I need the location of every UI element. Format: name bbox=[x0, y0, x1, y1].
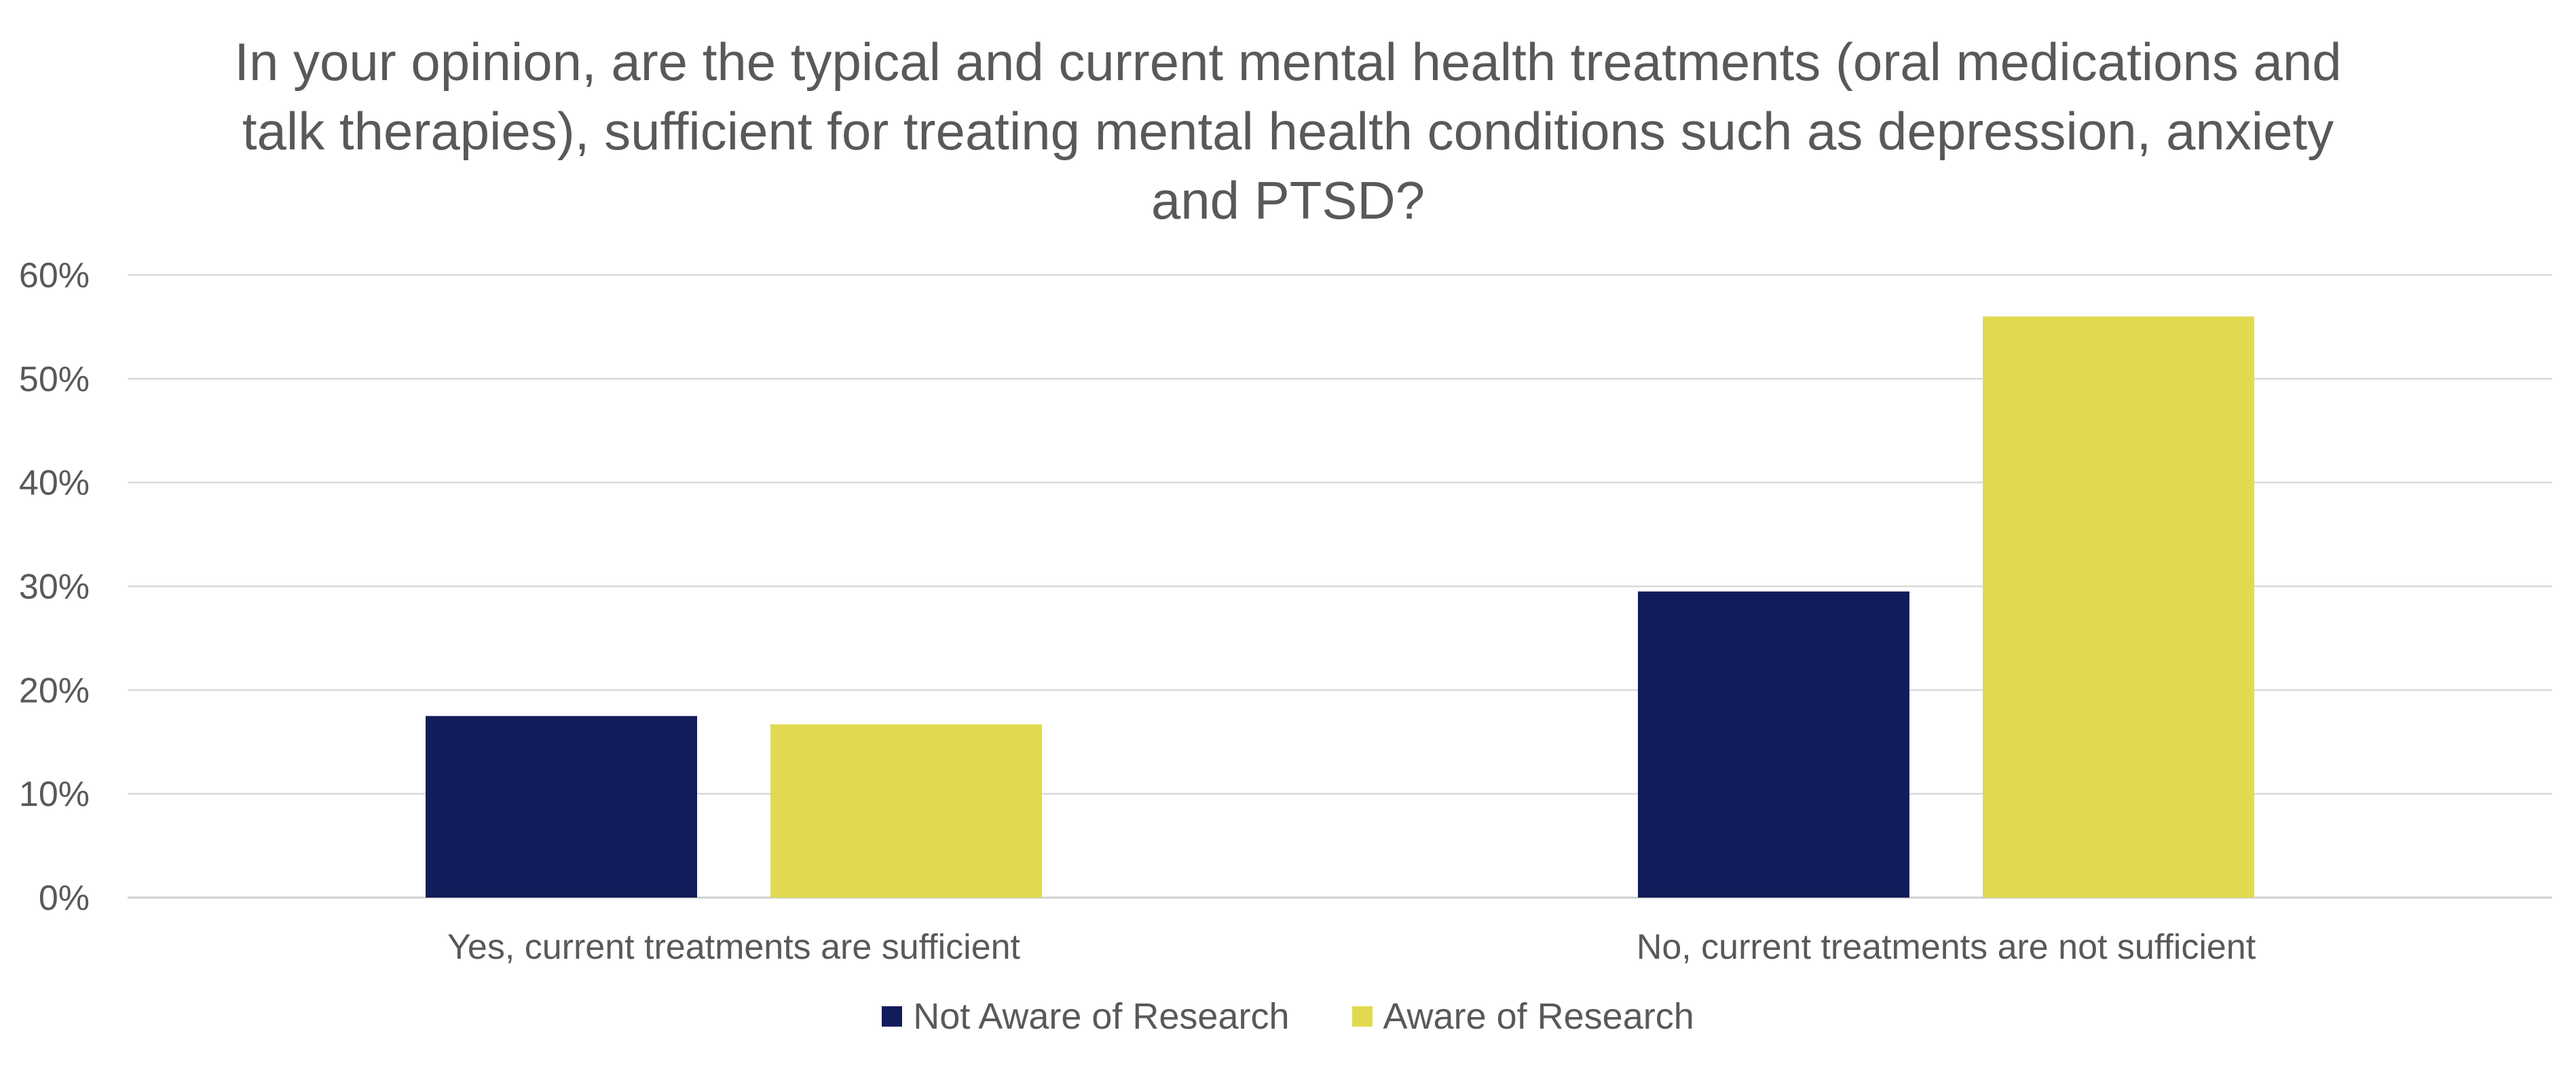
legend-swatch bbox=[1351, 1006, 1373, 1027]
y-tick-label: 20% bbox=[19, 671, 90, 710]
bar-aware-of-research bbox=[770, 724, 1042, 898]
x-category-label: No, current treatments are not sufficien… bbox=[1637, 927, 2256, 967]
x-category-label: Yes, current treatments are sufficient bbox=[447, 927, 1021, 967]
x-axis-labels: Yes, current treatments are sufficient No… bbox=[447, 927, 2256, 967]
y-tick-label: 0% bbox=[39, 879, 90, 918]
bar-aware-of-research bbox=[1983, 316, 2254, 898]
bar-not-aware-of-research bbox=[1638, 591, 1909, 898]
legend-item: Not Aware of Research bbox=[882, 993, 1290, 1040]
y-tick-label: 10% bbox=[19, 775, 90, 814]
y-axis-ticks: 0% 10% 20% 30% 40% 50% 60% bbox=[19, 256, 90, 918]
y-tick-label: 50% bbox=[19, 360, 90, 399]
legend-label: Not Aware of Research bbox=[913, 996, 1290, 1037]
y-tick-label: 30% bbox=[19, 568, 90, 607]
bars bbox=[426, 316, 2254, 898]
y-tick-label: 60% bbox=[19, 256, 90, 295]
bar-not-aware-of-research bbox=[426, 716, 697, 898]
chart-title: In your opinion, are the typical and cur… bbox=[234, 32, 2342, 230]
legend-label: Aware of Research bbox=[1383, 996, 1694, 1037]
legend-item: Aware of Research bbox=[1351, 993, 1694, 1040]
legend: Not Aware of Research Aware of Research bbox=[0, 993, 2576, 1040]
legend-swatch bbox=[882, 1006, 903, 1027]
y-tick-label: 40% bbox=[19, 464, 90, 503]
